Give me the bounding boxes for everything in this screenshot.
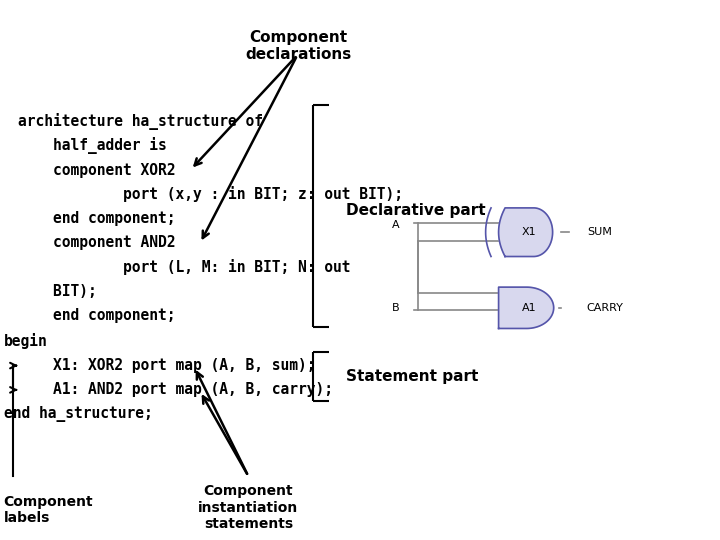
Text: port (L, M: in BIT; N: out: port (L, M: in BIT; N: out bbox=[18, 259, 351, 275]
Text: Declarative part: Declarative part bbox=[346, 203, 485, 218]
Text: B: B bbox=[392, 303, 400, 313]
Text: A1: AND2 port map (A, B, carry);: A1: AND2 port map (A, B, carry); bbox=[18, 382, 333, 397]
Text: half_adder is: half_adder is bbox=[18, 137, 167, 154]
Polygon shape bbox=[499, 208, 552, 256]
Text: component AND2: component AND2 bbox=[18, 235, 176, 251]
Text: Statement part: Statement part bbox=[346, 369, 478, 384]
Text: Component
labels: Component labels bbox=[4, 495, 93, 525]
Text: A1: A1 bbox=[522, 303, 536, 313]
Text: component XOR2: component XOR2 bbox=[18, 163, 176, 178]
Text: X1: XOR2 port map (A, B, sum);: X1: XOR2 port map (A, B, sum); bbox=[18, 358, 315, 373]
Polygon shape bbox=[498, 287, 554, 328]
Text: end ha_structure;: end ha_structure; bbox=[4, 406, 153, 422]
Text: port (x,y : in BIT; z: out BIT);: port (x,y : in BIT; z: out BIT); bbox=[18, 186, 403, 202]
Text: BIT);: BIT); bbox=[18, 284, 96, 299]
Text: architecture ha_structure of: architecture ha_structure of bbox=[18, 113, 263, 130]
Text: SUM: SUM bbox=[587, 227, 612, 237]
Text: begin: begin bbox=[4, 333, 48, 349]
Text: end component;: end component; bbox=[18, 308, 176, 323]
Text: A: A bbox=[392, 220, 400, 230]
Text: CARRY: CARRY bbox=[587, 303, 624, 313]
Text: X1: X1 bbox=[522, 227, 536, 237]
Text: Component
instantiation
statements: Component instantiation statements bbox=[198, 484, 299, 531]
Text: Component
declarations: Component declarations bbox=[246, 30, 352, 62]
Text: end component;: end component; bbox=[18, 211, 176, 226]
